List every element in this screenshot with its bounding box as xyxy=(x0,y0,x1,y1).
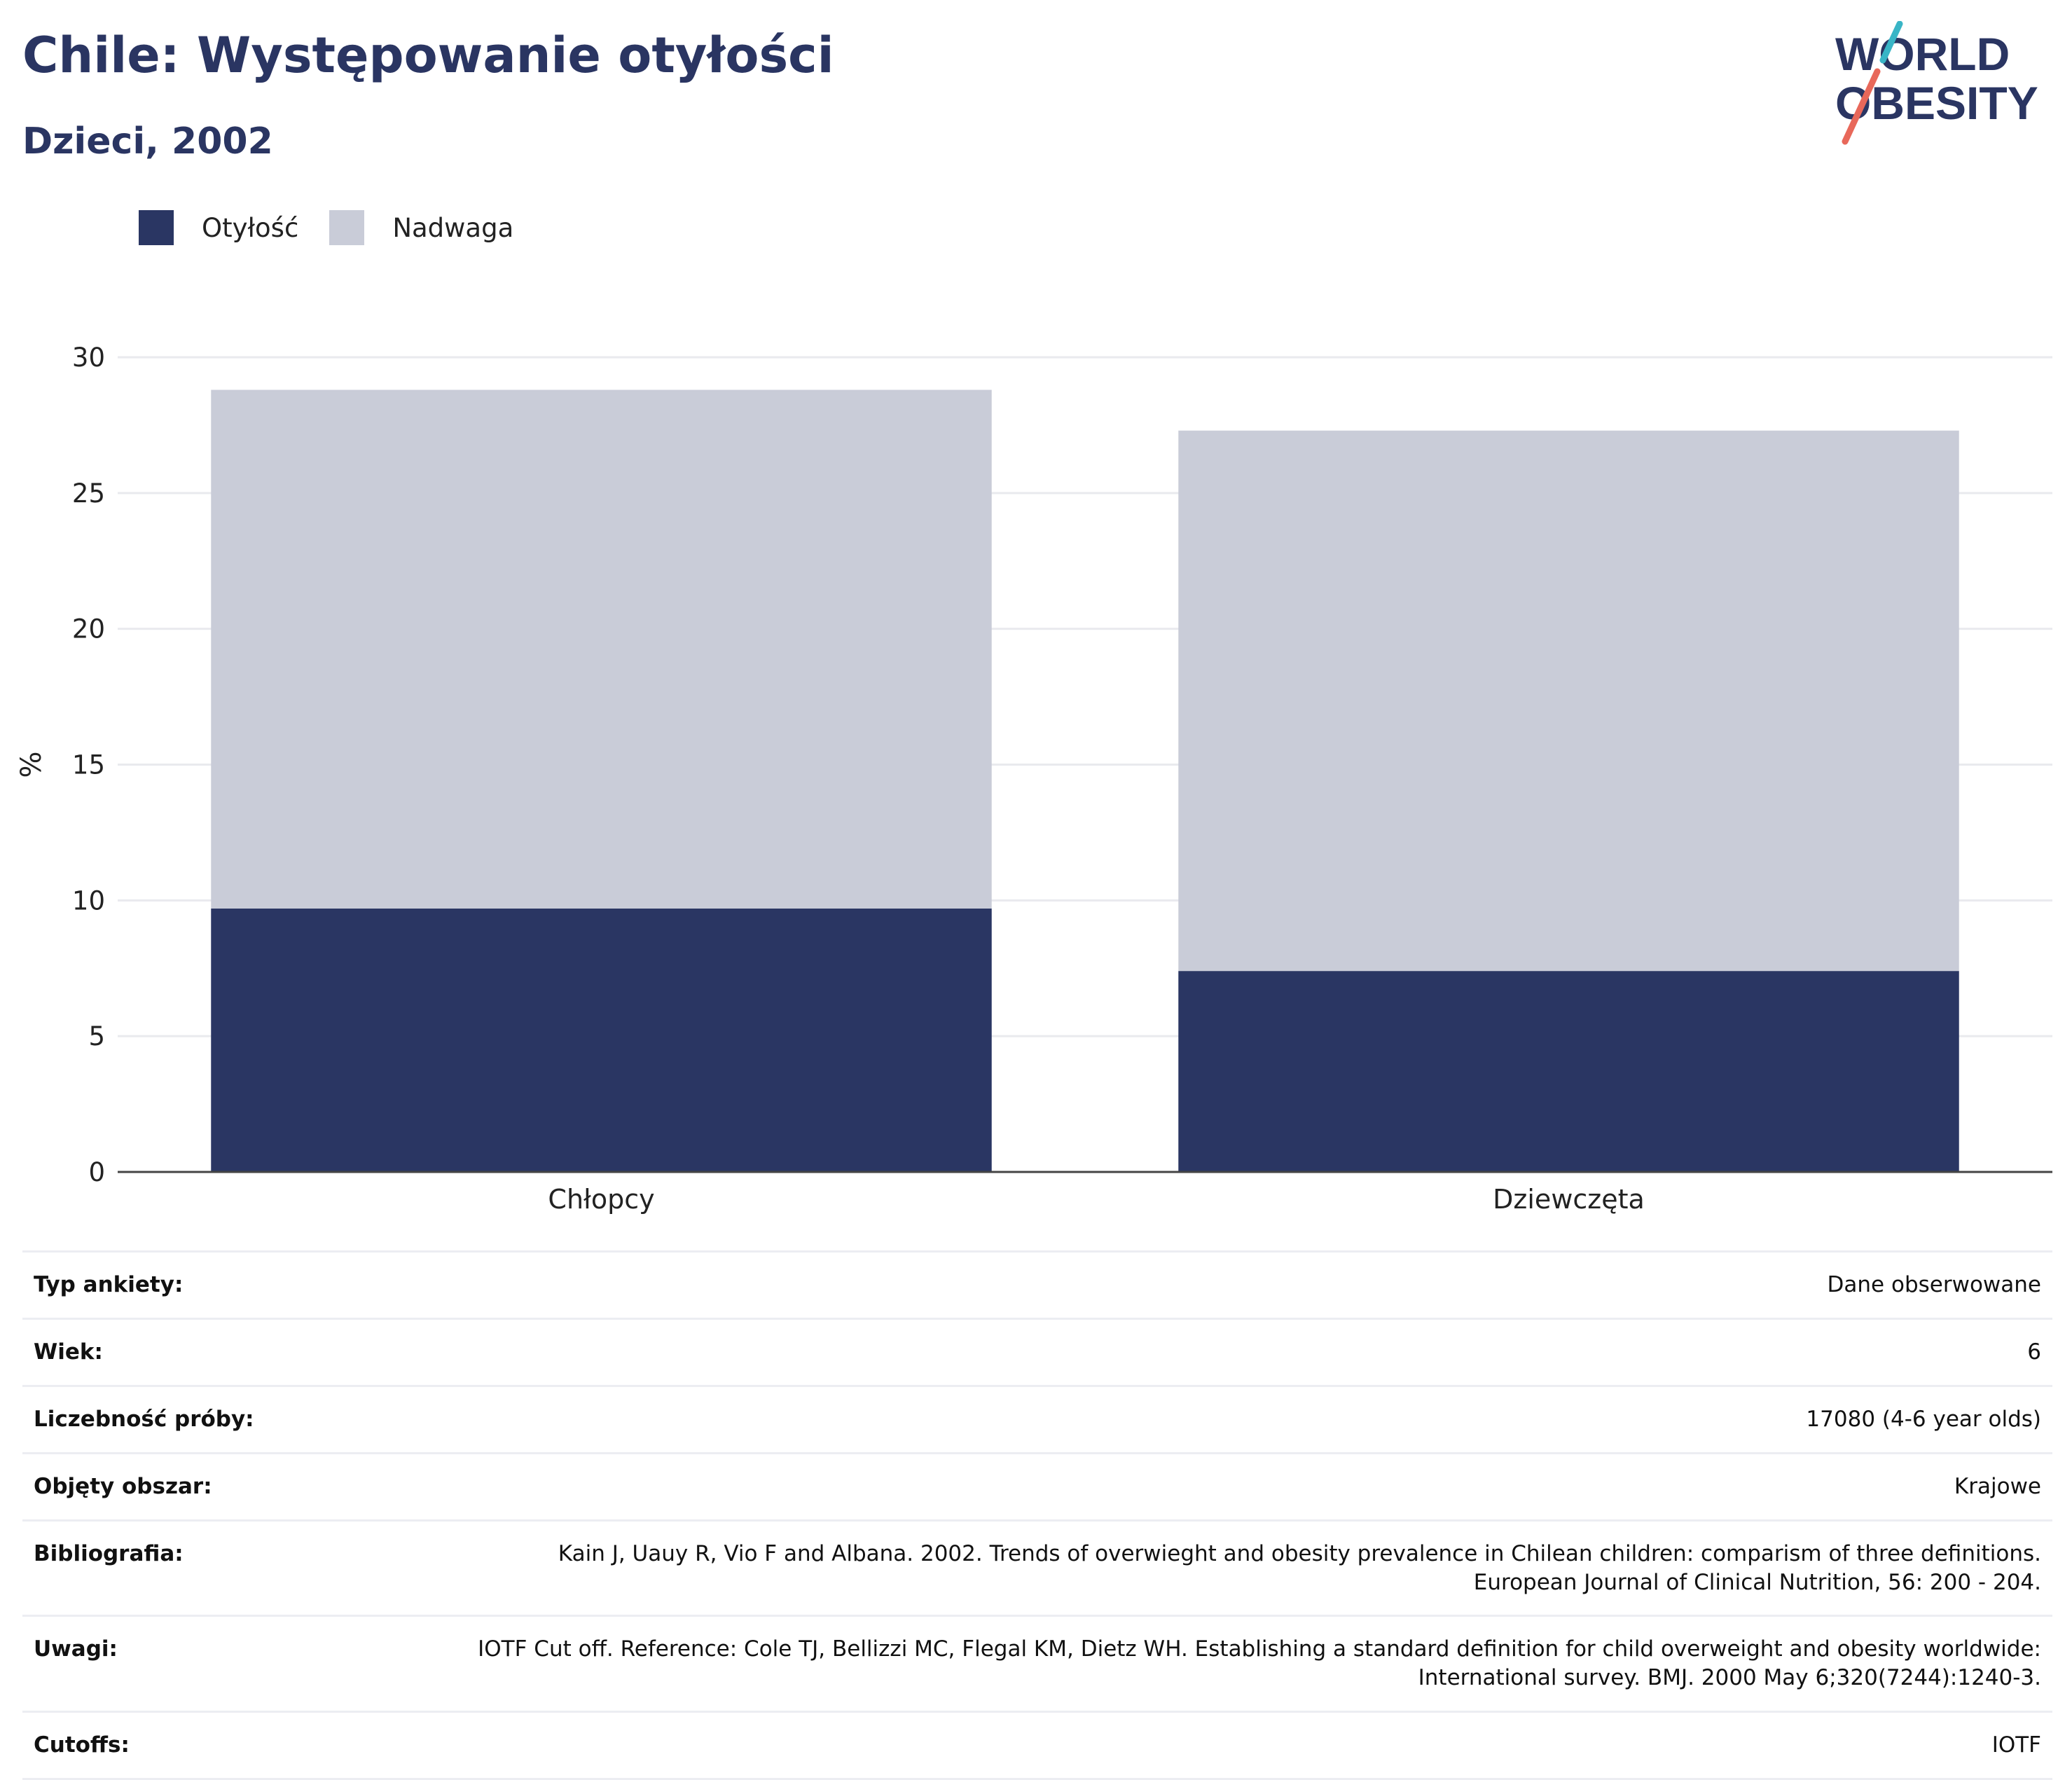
legend-label-overweight: Nadwaga xyxy=(392,212,514,243)
y-tick-label: 20 xyxy=(72,614,105,644)
bar-obesity-0 xyxy=(211,908,992,1172)
chart-title: Chile: Występowanie otyłości xyxy=(22,27,834,84)
y-axis-title: % xyxy=(15,751,48,778)
info-label-area-covered: Objęty obszar: xyxy=(34,1473,212,1499)
x-tick-label: Chłopcy xyxy=(548,1184,654,1215)
info-value-sample-size: 17080 (4-6 year olds) xyxy=(1806,1406,2041,1432)
info-value-area-covered: Krajowe xyxy=(1954,1473,2041,1499)
info-value-age: 6 xyxy=(2027,1339,2041,1365)
info-label-cutoffs: Cutoffs: xyxy=(34,1732,130,1758)
table-row: Wiek: 6 xyxy=(22,1318,2052,1386)
logo-slash-top xyxy=(1879,21,1903,64)
stacked-bar-chart: 0 5 10 15 20 25 30% Chłopcy Dziewczęta xyxy=(15,343,2052,1215)
table-row: Bibliografia: Kain J, Uauy R, Vio F and … xyxy=(22,1520,2052,1616)
info-value-notes: IOTF Cut off. Reference: Cole TJ, Belliz… xyxy=(478,1636,2041,1691)
bar-overweight-1 xyxy=(1178,430,1959,972)
info-value-bibliography: Kain J, Uauy R, Vio F and Albana. 2002. … xyxy=(558,1540,2041,1595)
x-tick-label: Dziewczęta xyxy=(1493,1184,1645,1215)
world-obesity-logo[interactable]: WORLD OBESITY xyxy=(1821,21,2059,147)
legend-swatch-obesity xyxy=(139,210,174,245)
legend-item-overweight[interactable]: Nadwaga xyxy=(329,210,513,245)
info-value-cutoffs: IOTF xyxy=(1991,1732,2041,1758)
y-tick-label: 0 xyxy=(88,1157,105,1187)
legend-item-obesity[interactable]: Otyłość xyxy=(139,210,298,245)
info-label-survey-type: Typ ankiety: xyxy=(34,1272,184,1297)
chart-subtitle: Dzieci, 2002 xyxy=(22,120,273,163)
table-row: Typ ankiety: Dane obserwowane xyxy=(22,1251,2052,1319)
survey-info-table: Typ ankiety: Dane obserwowane Wiek: 6 Li… xyxy=(22,1250,2052,1780)
chart-legend: Otyłość Nadwaga xyxy=(139,207,544,249)
info-label-notes: Uwagi: xyxy=(34,1636,118,1662)
logo-line1: WORLD xyxy=(1835,28,2010,80)
table-row: Uwagi: IOTF Cut off. Reference: Cole TJ,… xyxy=(22,1615,2052,1712)
y-tick-label: 15 xyxy=(72,750,105,780)
info-label-bibliography: Bibliografia: xyxy=(34,1540,184,1566)
legend-label-obesity: Otyłość xyxy=(202,212,299,243)
legend-swatch-overweight xyxy=(329,210,365,245)
table-row: Cutoffs: IOTF xyxy=(22,1711,2052,1779)
info-value-survey-type: Dane obserwowane xyxy=(1827,1272,2041,1297)
table-row: Liczebność próby: 17080 (4-6 year olds) xyxy=(22,1386,2052,1453)
info-label-age: Wiek: xyxy=(34,1339,103,1365)
y-tick-label: 5 xyxy=(88,1021,105,1051)
table-row: Objęty obszar: Krajowe xyxy=(22,1453,2052,1520)
logo-slash-bottom xyxy=(1842,68,1881,145)
y-tick-label: 30 xyxy=(72,343,105,373)
y-tick-label: 10 xyxy=(72,885,105,916)
info-label-sample-size: Liczebność próby: xyxy=(34,1406,254,1432)
y-tick-label: 25 xyxy=(72,478,105,509)
bar-obesity-1 xyxy=(1178,971,1959,1172)
bar-overweight-0 xyxy=(211,389,992,909)
